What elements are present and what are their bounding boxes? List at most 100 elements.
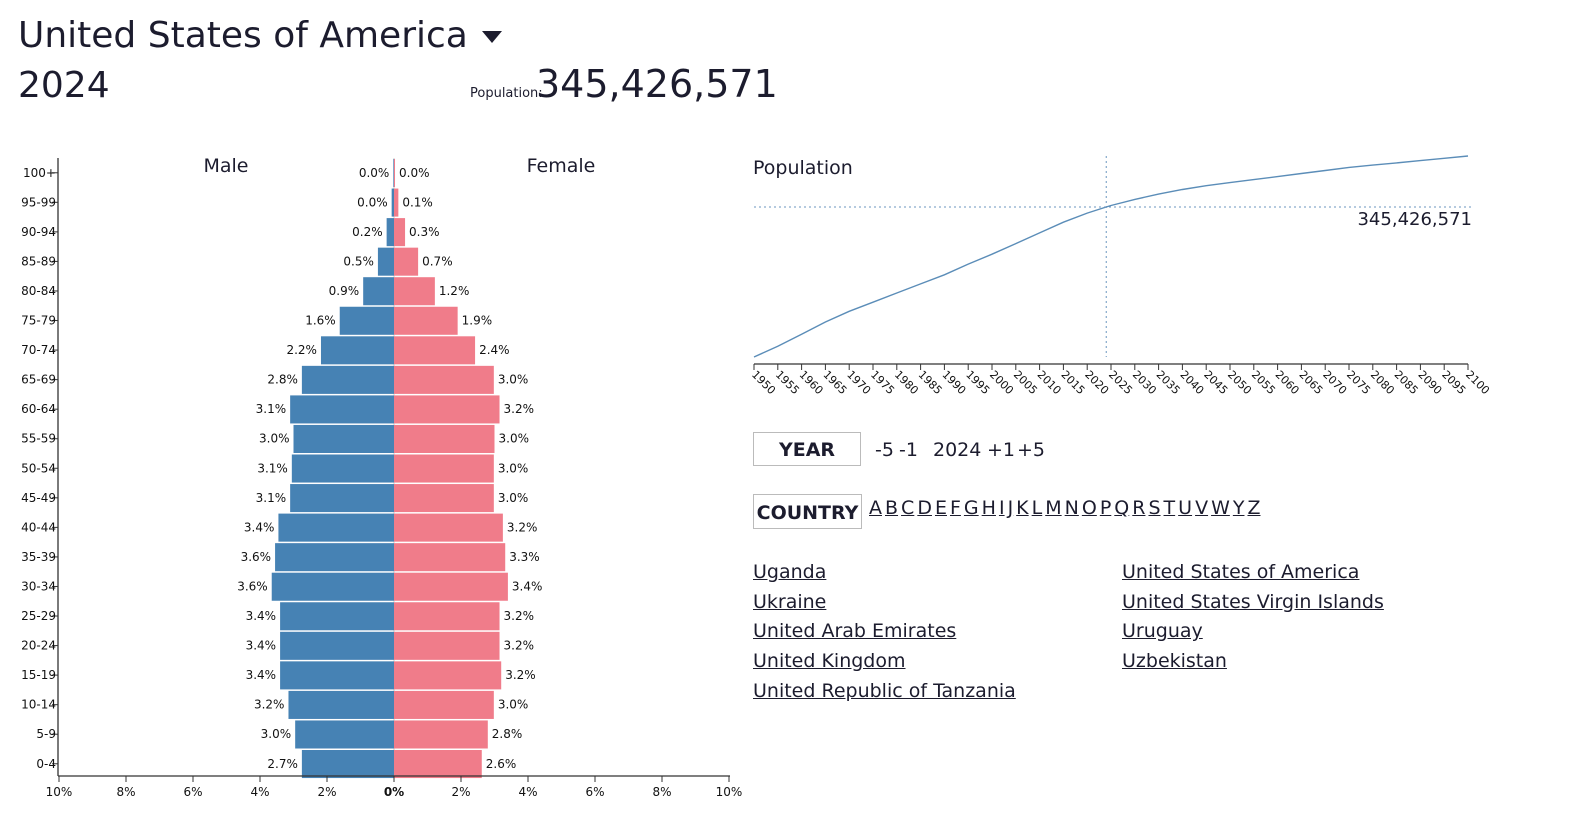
line-x-tick-label: 2005 [1011, 368, 1040, 397]
letter-link-p[interactable]: P [1099, 497, 1112, 519]
letter-link-w[interactable]: W [1211, 497, 1230, 519]
female-value-label: 0.7% [422, 254, 453, 268]
line-x-tick-label: 2030 [1130, 368, 1159, 397]
age-label-10-14: 10-14 [21, 698, 56, 712]
male-bar-0-4 [301, 750, 394, 779]
letter-link-z[interactable]: Z [1247, 497, 1261, 519]
female-bar-55-59 [394, 424, 495, 453]
line-x-tick-label: 2045 [1201, 368, 1230, 397]
age-label-45-49: 45-49 [21, 491, 56, 505]
letter-link-q[interactable]: Q [1114, 497, 1130, 519]
male-value-label: 0.5% [343, 254, 374, 268]
male-value-label: 0.0% [359, 166, 390, 180]
country-link[interactable]: Ukraine [753, 590, 827, 613]
line-x-tick-label: 1995 [963, 368, 992, 397]
female-bar-50-54 [394, 454, 494, 483]
current-year: 2024 [933, 439, 982, 461]
letter-link-k[interactable]: K [1016, 497, 1029, 519]
female-value-label: 3.2% [505, 668, 536, 682]
female-value-label: 1.9% [462, 314, 493, 328]
male-value-label: 3.2% [254, 698, 285, 712]
male-bar-35-39 [275, 543, 394, 572]
male-bar-45-49 [290, 484, 394, 513]
male-value-label: 3.0% [259, 432, 290, 446]
letter-link-s[interactable]: S [1148, 497, 1161, 519]
letter-link-e[interactable]: E [934, 497, 947, 519]
letter-link-d[interactable]: D [917, 497, 932, 519]
female-value-label: 0.3% [409, 225, 440, 239]
male-bar-65-69 [301, 365, 394, 394]
male-bar-70-74 [320, 336, 394, 365]
line-x-tick-label: 2000 [987, 368, 1016, 397]
line-x-tick-label: 1960 [797, 368, 826, 397]
male-bar-5-9 [295, 720, 394, 749]
female-value-label: 2.4% [479, 343, 510, 357]
letter-link-g[interactable]: G [963, 497, 979, 519]
year-plus1-link[interactable]: +1 [987, 439, 1016, 461]
letter-link-i[interactable]: I [998, 497, 1005, 519]
country-link[interactable]: United States of America [1122, 561, 1360, 583]
letter-link-r[interactable]: R [1132, 497, 1146, 519]
country-link[interactable]: Uruguay [1122, 620, 1203, 643]
female-bar-60-64 [394, 395, 500, 424]
letter-link-n[interactable]: N [1064, 497, 1079, 519]
female-bar-40-44 [394, 513, 503, 542]
female-value-label: 3.0% [498, 698, 528, 712]
female-value-label: 2.6% [486, 757, 517, 771]
male-bar-90-94 [386, 218, 394, 247]
male-bar-55-59 [293, 424, 394, 453]
male-bar-100+ [393, 159, 394, 188]
year-minus5-link[interactable]: -5 [875, 439, 894, 461]
male-value-label: 3.1% [257, 461, 288, 475]
letter-link-c[interactable]: C [901, 497, 915, 519]
country-title: United States of America [18, 15, 468, 56]
letter-link-b[interactable]: B [885, 497, 899, 519]
letter-link-l[interactable]: L [1031, 497, 1043, 519]
line-x-tick-label: 2075 [1344, 368, 1373, 397]
country-link[interactable]: United States Virgin Islands [1122, 590, 1384, 613]
letter-link-h[interactable]: H [981, 497, 996, 519]
female-value-label: 1.2% [439, 284, 470, 298]
age-label-65-69: 65-69 [21, 373, 56, 387]
line-x-tick-label: 2040 [1177, 368, 1206, 397]
year-minus1-link[interactable]: -1 [899, 439, 918, 461]
female-value-label: 3.0% [498, 461, 528, 475]
age-label-15-19: 15-19 [21, 668, 56, 682]
letter-link-j[interactable]: J [1007, 497, 1014, 519]
country-link[interactable]: United Kingdom [753, 650, 906, 673]
female-value-label: 0.0% [399, 166, 430, 180]
line-x-tick-label: 2050 [1225, 368, 1254, 397]
letter-link-a[interactable]: A [869, 497, 882, 519]
line-x-tick-label: 2065 [1296, 368, 1325, 397]
line-x-tick-label: 1975 [868, 368, 897, 397]
x-tick-label: 8% [116, 785, 135, 799]
line-x-tick-label: 2095 [1439, 368, 1468, 397]
line-x-tick-label: 2055 [1249, 368, 1278, 397]
caret-down-icon[interactable] [481, 31, 502, 43]
line-x-tick-label: 1965 [820, 368, 849, 397]
letter-link-u[interactable]: U [1178, 497, 1193, 519]
letter-link-f[interactable]: F [949, 497, 961, 519]
line-x-tick-label: 2100 [1463, 368, 1492, 397]
country-link[interactable]: Uganda [753, 561, 827, 583]
letter-link-v[interactable]: V [1195, 497, 1209, 519]
age-label-80-84: 80-84 [21, 284, 56, 298]
year-plus5-link[interactable]: +5 [1017, 439, 1046, 461]
country-link[interactable]: United Republic of Tanzania [753, 679, 1016, 702]
letter-link-t[interactable]: T [1163, 497, 1176, 519]
population-value: 345,426,571 [536, 62, 778, 106]
age-label-0-4: 0-4 [36, 757, 56, 771]
country-link[interactable]: Uzbekistan [1122, 650, 1227, 673]
population-line [753, 155, 1469, 358]
country-link[interactable]: United Arab Emirates [753, 620, 957, 643]
female-bar-90-94 [394, 218, 406, 247]
country-selector[interactable]: United States of America [18, 14, 502, 58]
letter-link-m[interactable]: M [1045, 497, 1062, 519]
age-label-25-29: 25-29 [21, 609, 56, 623]
letter-link-o[interactable]: O [1081, 497, 1097, 519]
female-value-label: 3.0% [498, 491, 528, 505]
line-x-tick-label: 2070 [1320, 368, 1349, 397]
line-x-tick-label: 2080 [1368, 368, 1397, 397]
letter-link-y[interactable]: Y [1232, 497, 1245, 519]
